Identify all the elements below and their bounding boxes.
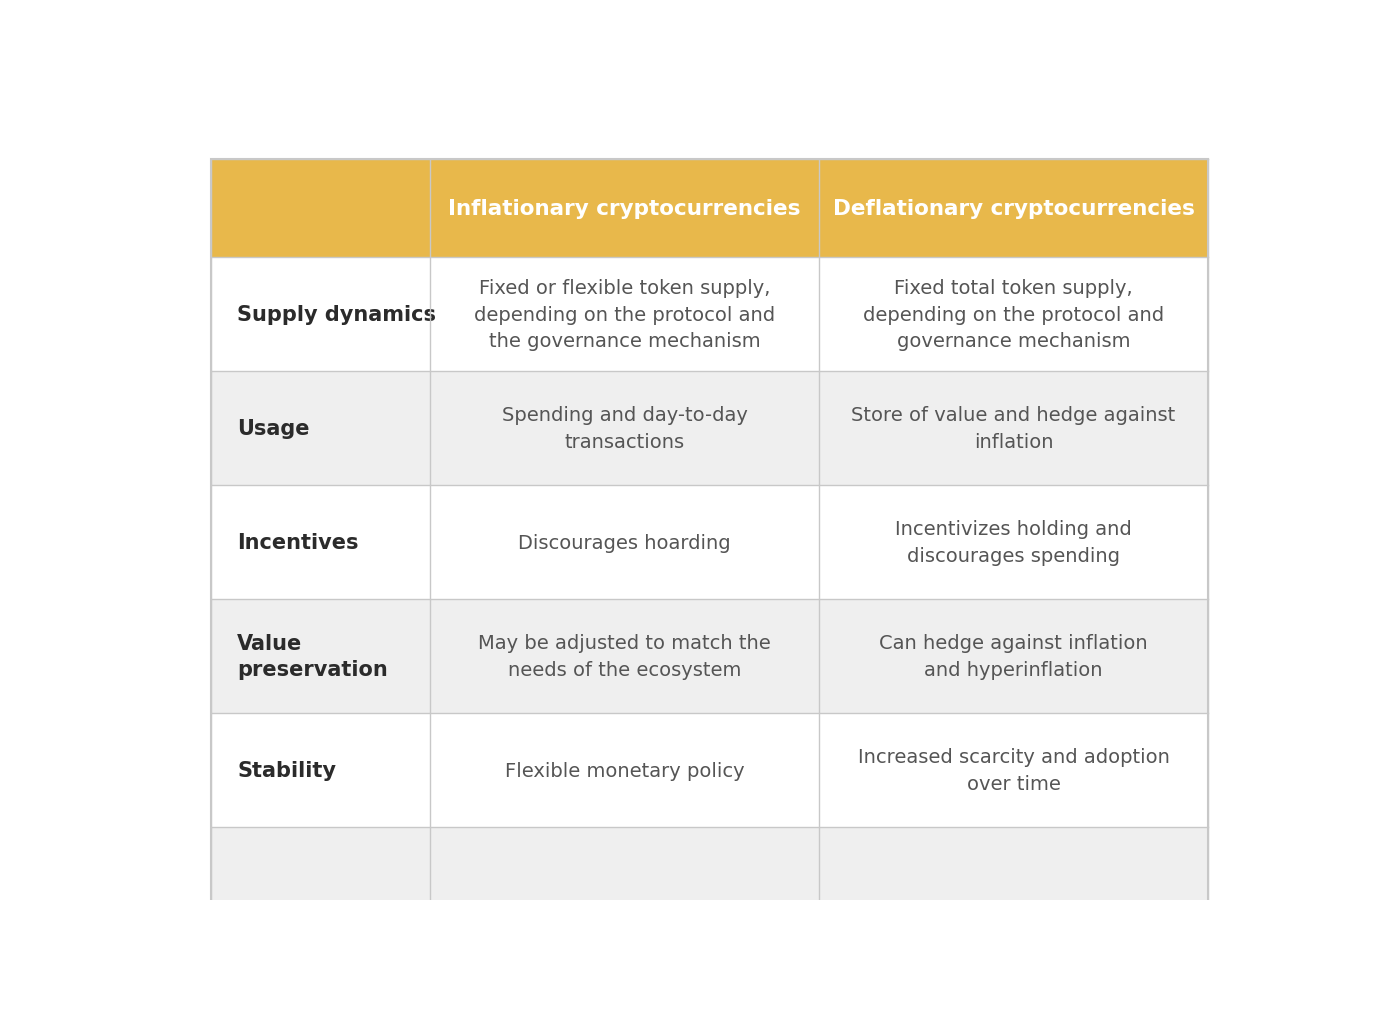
Text: Store of value and hedge against
inflation: Store of value and hedge against inflati… (851, 406, 1175, 452)
Text: Inflationary cryptocurrencies: Inflationary cryptocurrencies (448, 199, 801, 219)
Text: Supply dynamics: Supply dynamics (238, 305, 436, 325)
Bar (210, 827, 430, 941)
Text: Deflationary cryptocurrencies: Deflationary cryptocurrencies (833, 199, 1194, 219)
Text: Fixed or flexible token supply,
depending on the protocol and
the governance mec: Fixed or flexible token supply, dependin… (473, 279, 775, 351)
Text: Incentivizes holding and
discourages spending: Incentivizes holding and discourages spe… (895, 520, 1132, 565)
Bar (430, 827, 819, 941)
Bar (430, 600, 819, 714)
Bar (819, 485, 1208, 600)
Text: Can hedge against inflation
and hyperinflation: Can hedge against inflation and hyperinf… (879, 634, 1147, 679)
Bar (430, 372, 819, 485)
Bar (430, 258, 819, 372)
Bar (819, 372, 1208, 485)
Bar (430, 160, 819, 258)
Bar (210, 600, 430, 714)
Text: Usage: Usage (238, 419, 310, 439)
Text: Flexible monetary policy: Flexible monetary policy (505, 761, 745, 779)
Bar (210, 372, 430, 485)
Text: Stability: Stability (238, 760, 336, 780)
Bar (210, 714, 430, 827)
Bar (819, 827, 1208, 941)
Bar (819, 160, 1208, 258)
Text: Spending and day-to-day
transactions: Spending and day-to-day transactions (501, 406, 747, 452)
Bar (819, 258, 1208, 372)
Bar (819, 714, 1208, 827)
Bar (210, 485, 430, 600)
Text: Discourages hoarding: Discourages hoarding (518, 533, 731, 552)
Text: Value
preservation: Value preservation (238, 633, 388, 679)
Bar (210, 160, 430, 258)
Text: Increased scarcity and adoption
over time: Increased scarcity and adoption over tim… (858, 747, 1169, 793)
Bar (819, 600, 1208, 714)
Bar (210, 258, 430, 372)
Text: Fixed total token supply,
depending on the protocol and
governance mechanism: Fixed total token supply, depending on t… (864, 279, 1164, 351)
Bar (430, 714, 819, 827)
Bar (430, 485, 819, 600)
Text: May be adjusted to match the
needs of the ecosystem: May be adjusted to match the needs of th… (477, 634, 771, 679)
Text: Incentives: Incentives (238, 533, 358, 553)
